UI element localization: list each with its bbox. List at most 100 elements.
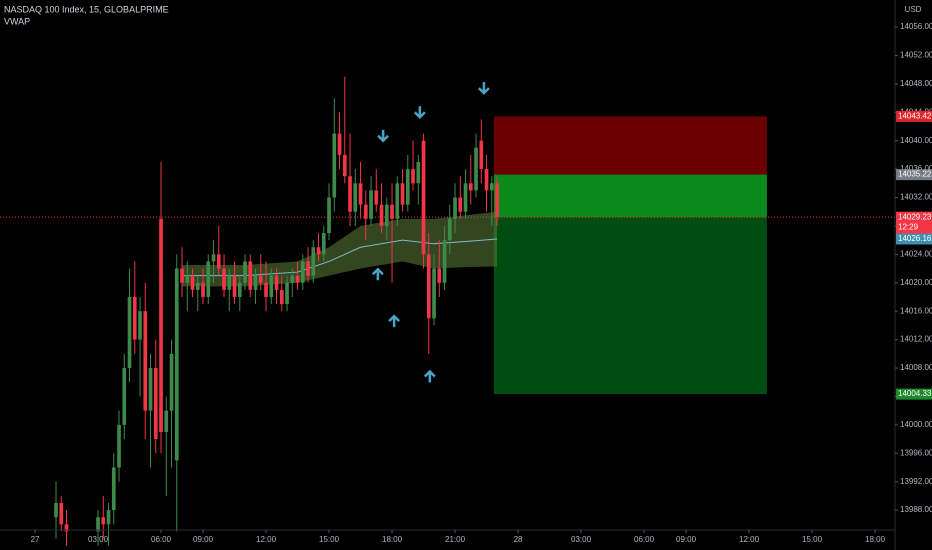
signal-arrow	[413, 106, 426, 120]
candle-body	[248, 261, 253, 290]
y-tick-label: 14024.00	[900, 249, 932, 258]
candle-body	[348, 176, 352, 212]
y-tick-label: 13992.00	[900, 477, 932, 486]
candle-body	[96, 517, 100, 532]
candle-body	[201, 282, 205, 297]
y-tick-label: 14016.00	[900, 306, 932, 315]
candle-body	[390, 204, 394, 219]
x-tick-label: 12:00	[739, 535, 760, 544]
y-tick-label: 14008.00	[900, 363, 932, 372]
candle-body	[363, 204, 368, 219]
y-tick-label: 14040.00	[900, 136, 932, 145]
candle-body	[111, 467, 116, 511]
y-tick-label: 14000.00	[900, 420, 932, 429]
candle-body	[453, 197, 457, 219]
candle-body	[384, 204, 389, 226]
candle-body	[159, 218, 163, 432]
candle-body	[117, 424, 121, 468]
price-label-bg	[896, 169, 932, 181]
candle-body	[432, 268, 436, 319]
price-label: 14043.42	[898, 111, 932, 120]
candle-body	[101, 517, 106, 525]
candle-body	[206, 261, 211, 297]
candle-body	[426, 254, 431, 319]
x-tick-label: 18:00	[865, 535, 886, 544]
y-tick-label: 14048.00	[900, 79, 932, 88]
candle-body	[300, 261, 305, 283]
candle-body	[353, 183, 358, 212]
x-tick-label: 06:00	[151, 535, 172, 544]
price-label-bg	[896, 110, 932, 122]
open-profit-zone	[493, 174, 767, 218]
candle-body	[421, 140, 426, 255]
candle-body	[169, 353, 174, 411]
candle-body	[54, 503, 58, 518]
signal-arrow	[377, 129, 389, 143]
candle-body	[479, 140, 484, 170]
candle-body	[337, 133, 342, 155]
candle-body	[122, 368, 127, 425]
signal-arrow	[371, 267, 384, 281]
candle-body	[253, 275, 258, 290]
x-tick-label: 15:00	[802, 535, 823, 544]
candle-body	[148, 368, 153, 411]
candle-body	[416, 161, 421, 184]
x-tick-label: 28	[514, 535, 523, 544]
x-tick-label: 27	[31, 535, 40, 544]
candle-body	[274, 275, 279, 290]
x-tick-label: 09:00	[676, 535, 697, 544]
candle-body	[59, 503, 64, 525]
candle-body	[279, 289, 284, 305]
candle-body	[153, 368, 158, 440]
candle-body	[442, 240, 447, 283]
y-tick-label: 14052.00	[900, 51, 932, 60]
signal-arrow	[423, 369, 436, 383]
candle-body	[237, 282, 242, 297]
price-label-bg	[896, 388, 932, 400]
candle-body	[174, 268, 179, 461]
y-tick-label: 14020.00	[900, 278, 932, 287]
x-tick-label: 03:00	[571, 535, 592, 544]
candle-body	[258, 275, 263, 283]
price-label-bg	[896, 233, 932, 245]
candle-body	[180, 268, 184, 283]
plot-area	[0, 76, 895, 546]
y-tick-label: 14032.00	[900, 193, 932, 202]
candle-body	[437, 268, 442, 283]
price-label: 14029.23	[898, 212, 932, 221]
x-tick-label: 21:00	[445, 535, 466, 544]
candle-body	[374, 190, 379, 205]
candle-body	[484, 169, 489, 191]
candle-body	[243, 261, 247, 283]
candle-body	[400, 183, 405, 205]
candle-body	[232, 275, 237, 297]
candle-body	[332, 133, 337, 198]
y-tick-label: 14012.00	[900, 335, 932, 344]
candle-body	[474, 147, 478, 191]
y-tick-label: 13996.00	[900, 448, 932, 457]
candle-body	[195, 282, 200, 290]
price-label: 14026.16	[898, 234, 932, 243]
candle-body	[132, 296, 137, 340]
candle-body	[411, 169, 415, 184]
candle-body	[495, 183, 499, 218]
indicator-name: VWAP	[4, 16, 30, 26]
candle-body	[379, 204, 384, 226]
x-tick-label: 15:00	[319, 535, 340, 544]
candle-body	[468, 183, 473, 191]
candle-body	[489, 183, 494, 191]
chart-title: NASDAQ 100 Index, 15, GLOBALPRIME	[4, 4, 169, 14]
candle-body	[463, 183, 468, 212]
candle-body	[369, 190, 373, 219]
candle-body	[190, 275, 195, 290]
candle-body	[327, 197, 331, 234]
y-tick-label: 14036.00	[900, 164, 932, 173]
signal-arrow	[388, 314, 401, 328]
candle-body	[264, 282, 268, 297]
price-label-bg	[896, 211, 932, 234]
candle-body	[395, 183, 400, 219]
candle-body	[321, 233, 326, 255]
candle-body	[306, 261, 310, 276]
